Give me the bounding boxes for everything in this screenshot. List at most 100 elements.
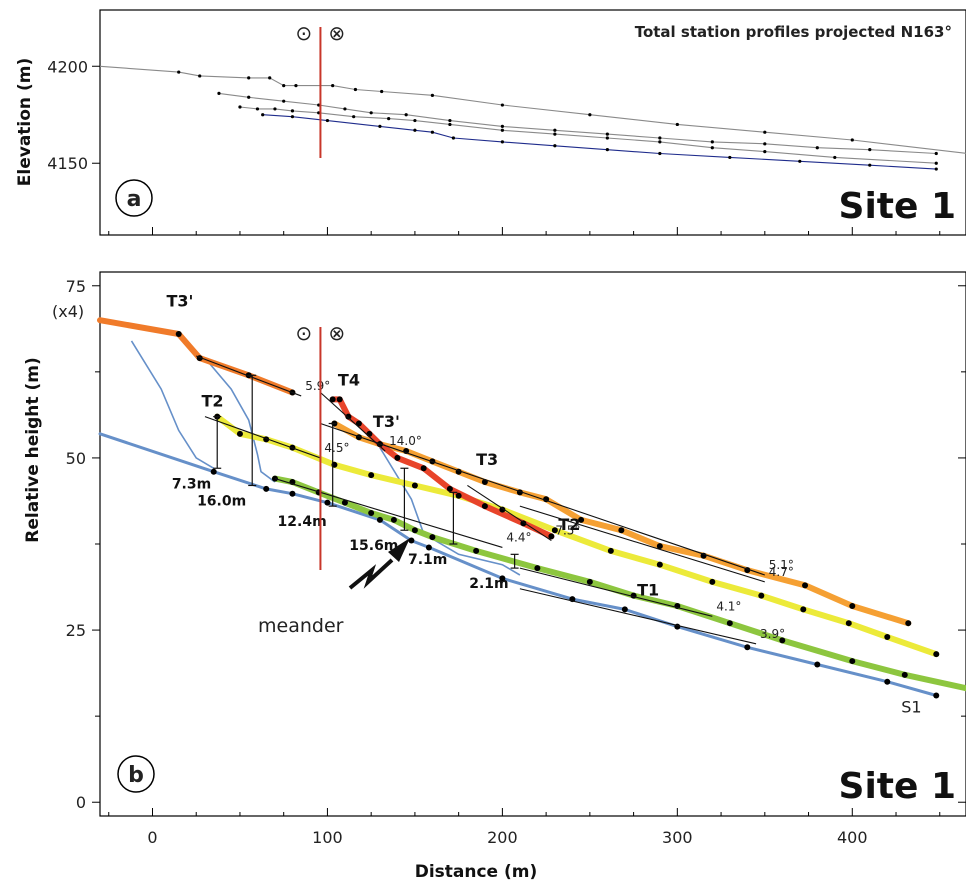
surface-t2-point <box>455 492 462 499</box>
surface-s1-point <box>408 537 415 544</box>
panel-a-survey-point <box>658 151 662 156</box>
panel-a-survey-point <box>343 107 347 111</box>
surface-t2-point <box>368 472 375 479</box>
panel-a-survey-point <box>798 159 802 163</box>
panel-a-y-tick-label: 4200 <box>47 57 88 76</box>
panel-b-y-axis-title: Relative height (m) <box>23 357 43 542</box>
panel-b-x-tick-label: 300 <box>662 828 693 847</box>
terrace-label: T3 <box>476 450 498 469</box>
surface-t2-point <box>800 606 807 613</box>
panel-a-survey-point <box>815 146 819 150</box>
panel-a-survey-point <box>273 107 277 111</box>
surface-s1-point <box>425 544 432 551</box>
offset-label: 7.1m <box>408 552 447 568</box>
panel-a-survey-point <box>430 130 435 134</box>
surface-s1-point <box>376 516 383 523</box>
offset-label: 7.3m <box>172 476 211 492</box>
surface-t4-point <box>345 413 352 420</box>
surface-t1-point <box>341 499 348 506</box>
terrace-label: T2 <box>201 391 223 410</box>
panel-a-survey-point <box>378 124 382 128</box>
panel-b-frame <box>99 271 966 817</box>
surface-s1-point <box>621 606 628 613</box>
surface-t2-point <box>607 547 614 554</box>
panel-a-survey-point <box>833 155 837 160</box>
panel-a-profile-line <box>99 65 966 154</box>
panel-a-frame <box>99 9 966 236</box>
surface-s1-point <box>289 490 296 497</box>
surface-s1-point <box>744 644 751 651</box>
panel-a-survey-point <box>247 95 251 99</box>
panel-a-survey-point <box>451 136 455 140</box>
panel-a-survey-point <box>710 146 714 150</box>
surface-t3-point <box>849 602 856 609</box>
panel-b-site-label: Site 1 <box>839 766 956 807</box>
panel-a-survey-point <box>380 89 384 94</box>
panel-a-survey-point <box>404 113 408 117</box>
panel-a-survey-point <box>353 87 358 92</box>
surface-t2-point <box>933 651 940 658</box>
panel-a-survey-point <box>387 117 391 121</box>
surface-t1-point <box>779 637 786 644</box>
surface-t4-point <box>329 396 336 403</box>
panel-b-y-tick-label: 0 <box>76 793 86 812</box>
panel-a-survey-point <box>352 115 356 119</box>
panel-a-survey-point <box>500 103 504 107</box>
meander-arrow <box>348 558 394 590</box>
panel-a-site-label: Site 1 <box>839 186 956 227</box>
surface-t1-point <box>726 620 733 627</box>
panel-a-survey-point <box>934 167 938 171</box>
terrace-label: T3' <box>373 412 400 431</box>
offset-label: 15.6m <box>349 538 398 554</box>
panel-a-survey-point <box>868 148 872 152</box>
panel-a-survey-point <box>448 118 452 123</box>
panel-a-survey-point <box>763 149 767 154</box>
panel-b-fault-out-of-page-symbol: ⊙ <box>295 321 312 345</box>
surface-t4-line <box>329 396 555 540</box>
panel-a-survey-point <box>658 140 662 144</box>
fit-line <box>519 505 765 583</box>
panel-a-survey-point <box>500 128 504 132</box>
panel-b-y-tick-label: 25 <box>66 621 86 640</box>
panel-a-survey-point <box>934 161 938 165</box>
panel-a-survey-point <box>553 144 557 148</box>
panel-a-fault-into-page-symbol: ⊗ <box>328 21 345 45</box>
surface-t3-point <box>618 527 625 534</box>
panel-a-survey-point <box>198 74 202 78</box>
fit-slope-label: 4.4° <box>506 530 531 544</box>
surface-t4-point <box>420 465 427 472</box>
surface-t1-point <box>901 671 908 678</box>
panel-b-x-tick-label: 400 <box>837 828 868 847</box>
panel-a-survey-point <box>553 128 557 132</box>
surface-t2-point <box>411 482 418 489</box>
meander-scarp-curve <box>130 340 215 469</box>
panel-a-survey-point <box>247 76 251 80</box>
panel-a-survey-point <box>369 111 373 115</box>
surface-s1-point <box>814 661 821 668</box>
fit-line <box>467 485 552 542</box>
surface-t2-point <box>551 527 558 534</box>
panel-a-survey-point <box>675 122 679 127</box>
fit-slope-label: 14.0° <box>389 434 422 448</box>
terrace-label: T4 <box>338 371 360 390</box>
fit-slope-label: 4.1° <box>716 599 741 613</box>
meander-scarp-curve <box>379 447 521 576</box>
fit-slope-label: 5.1° <box>769 558 794 572</box>
panel-a-fault-out-of-page-symbol: ⊙ <box>295 21 312 45</box>
panel-a-survey-point <box>294 84 298 88</box>
surface-t2-point <box>236 430 243 437</box>
panel-a-survey-point <box>588 113 592 117</box>
surface-t1-point <box>368 510 375 517</box>
surface-s1-line <box>98 432 938 697</box>
surface-t1-point <box>390 516 397 523</box>
surface-t1-point <box>534 565 541 572</box>
panel-b-terrace-labels: T3' T2 T4 T3' T3 T2 T1 S1 <box>166 291 921 716</box>
panel-a-y-axis-title: Elevation (m) <box>15 58 35 186</box>
fit-line <box>519 588 757 645</box>
surface-s1-point <box>884 678 891 685</box>
panel-a-survey-point <box>500 124 504 128</box>
panel-a-survey-point <box>430 93 435 97</box>
panel-b-fit-lines: 5.9° 14.0° 4.5° 7.5° 5.1° 4.4° 4.7° 4.1° 3.9° <box>196 355 794 645</box>
surface-t3-point <box>656 543 663 550</box>
